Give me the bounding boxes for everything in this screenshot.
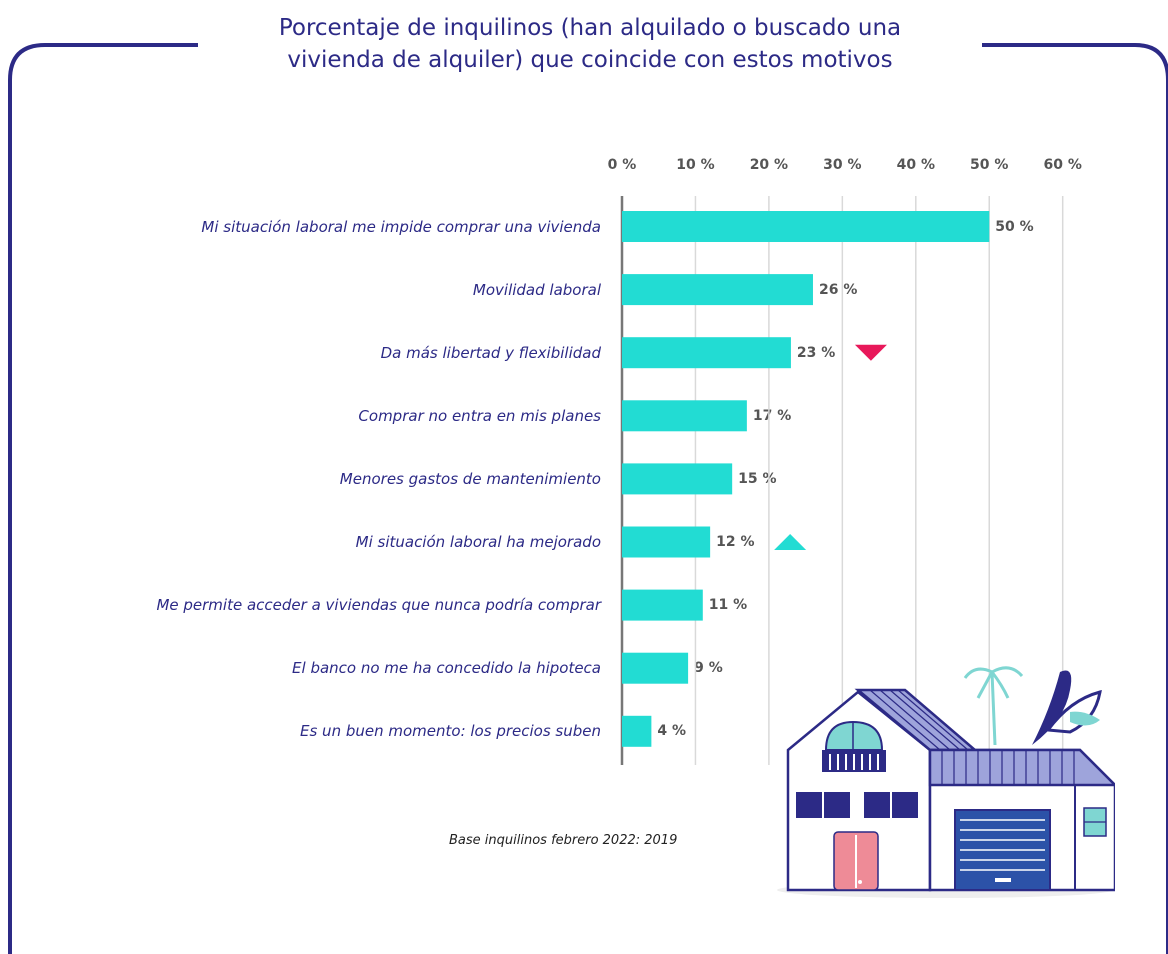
category-label: Movilidad laboral [472,280,601,299]
data-label: 12 % [716,534,755,550]
bar [622,274,813,306]
bar [622,400,747,432]
category-label: El banco no me ha concedido la hipoteca [292,659,601,678]
data-label: 11 % [708,597,748,614]
data-label: 4 % [657,723,687,740]
data-label: 15 % [738,470,777,487]
trend-down-icon [854,344,887,361]
data-label: 26 % [818,281,858,298]
category-label: Comprar no entra en mis planes [358,406,601,425]
trend-up-icon [774,534,807,550]
bar [622,652,689,684]
bar [622,337,791,369]
data-label: 17 % [752,407,792,424]
category-label: Me permite acceder a viviendas que nunca… [156,596,601,615]
bar [622,715,652,747]
category-label: Menores gastos de mantenimiento [339,469,601,488]
x-tick-label: 0 % [607,157,637,173]
house-illustration [777,666,1115,898]
x-tick-label: 40 % [896,157,935,173]
data-label: 50 % [995,218,1034,235]
chart-title: Porcentaje de inquilinos (han alquilado … [200,12,980,76]
data-label: 23 % [796,344,836,361]
x-tick-label: 60 % [1043,157,1082,173]
bar [622,211,990,242]
palm-icon [963,666,1024,746]
chart-title-line-2: vivienda de alquiler) que coincide con e… [287,47,893,73]
data-label: 9 % [694,660,723,677]
bar [622,526,711,558]
category-label: Es un buen momento: los precios suben [300,722,601,741]
bar [622,589,703,621]
category-label: Da más libertad y flexibilidad [380,343,601,362]
footnote-base: Base inquilinos febrero 2022: 2019 [449,833,678,848]
x-tick-label: 10 % [676,157,715,173]
chart-title-line-1: Porcentaje de inquilinos (han alquilado … [278,15,902,41]
plant-icon [1032,670,1102,745]
x-tick-label: 20 % [749,157,789,173]
x-tick-label: 30 % [823,157,862,173]
bar [622,463,733,495]
category-label: Mi situación laboral ha mejorado [355,533,601,551]
category-label: Mi situación laboral me impide comprar u… [201,217,601,236]
x-tick-label: 50 % [970,157,1009,173]
